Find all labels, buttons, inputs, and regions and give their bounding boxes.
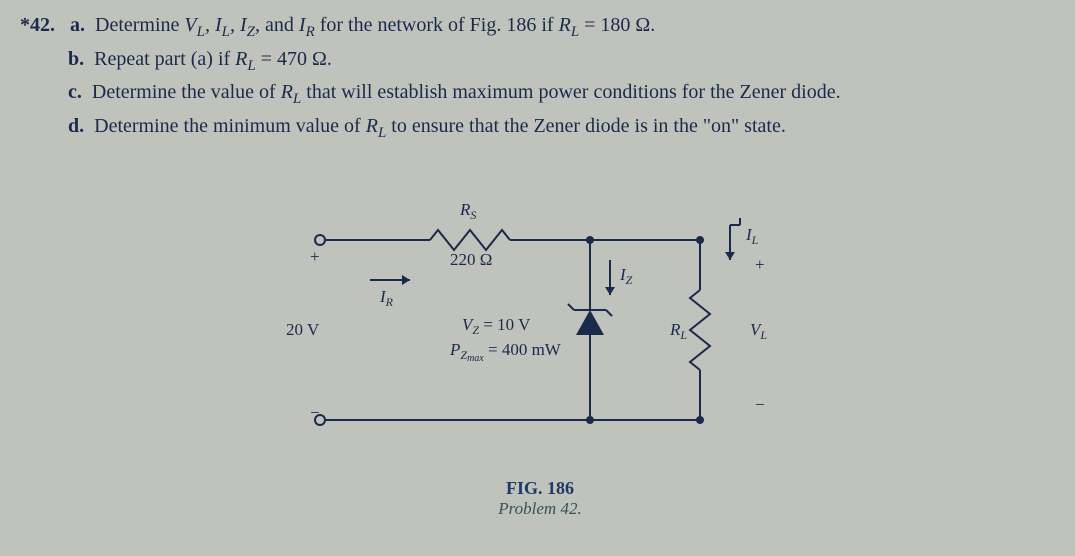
- label-rl: RL: [669, 320, 687, 342]
- label-plus-src: +: [310, 247, 320, 266]
- part-a: *42. a. Determine VL, IL, IZ, and IR for…: [20, 10, 1055, 44]
- part-a-after: for the network of Fig. 186 if: [315, 14, 559, 36]
- part-a-val: = 180 Ω.: [579, 14, 655, 36]
- figure-subcaption: Problem 42.: [280, 499, 800, 519]
- part-d-pre: Determine the minimum value of: [94, 115, 366, 137]
- arrow-ir: [370, 275, 410, 285]
- label-vz: VZ = 10 V: [462, 315, 531, 337]
- circuit-figure: + − 20 V RS 220 Ω IR VZ = 10 V PZmax = 4…: [280, 170, 800, 530]
- label-minus-src: −: [310, 403, 320, 422]
- part-c-letter: c.: [68, 81, 82, 103]
- label-ir: IR: [379, 287, 394, 309]
- label-iz: IZ: [619, 265, 633, 287]
- part-a-letter: a.: [70, 14, 85, 36]
- arrow-iz: [605, 260, 615, 295]
- problem-number: *42.: [20, 14, 55, 36]
- label-vl-plus: +: [755, 255, 765, 274]
- part-d-post: to ensure that the Zener diode is in the…: [386, 115, 786, 137]
- label-rs-val: 220 Ω: [450, 250, 492, 269]
- label-rs: RS: [459, 200, 476, 222]
- terminal-top: [315, 235, 325, 245]
- label-source: 20 V: [286, 320, 320, 339]
- part-c: c. Determine the value of RL that will e…: [68, 77, 1055, 111]
- part-b-letter: b.: [68, 48, 84, 70]
- figure-title: FIG. 186: [280, 478, 800, 499]
- label-il: IL: [745, 225, 759, 247]
- resistor-rs: [430, 230, 510, 250]
- label-pzmax: PZmax = 400 mW: [449, 340, 562, 364]
- part-a-pre: Determine: [95, 14, 184, 36]
- part-c-pre: Determine the value of: [92, 81, 281, 103]
- part-c-post: that will establish maximum power condit…: [301, 81, 840, 103]
- part-b: b. Repeat part (a) if RL = 470 Ω.: [68, 44, 1055, 78]
- part-d: d. Determine the minimum value of RL to …: [68, 111, 1055, 145]
- figure-caption: FIG. 186 Problem 42.: [280, 478, 800, 519]
- part-b-text: Repeat part (a) if: [94, 48, 235, 70]
- label-vl: VL: [750, 320, 767, 342]
- label-vl-minus: −: [755, 395, 765, 414]
- part-d-letter: d.: [68, 115, 84, 137]
- part-b-val: = 470 Ω.: [256, 48, 332, 70]
- circuit-svg: + − 20 V RS 220 Ω IR VZ = 10 V PZmax = 4…: [280, 170, 800, 470]
- resistor-rl: [690, 290, 710, 370]
- part-a-mid: and: [260, 14, 299, 36]
- problem-statement: *42. a. Determine VL, IL, IZ, and IR for…: [20, 10, 1055, 144]
- arrow-il: [725, 218, 740, 260]
